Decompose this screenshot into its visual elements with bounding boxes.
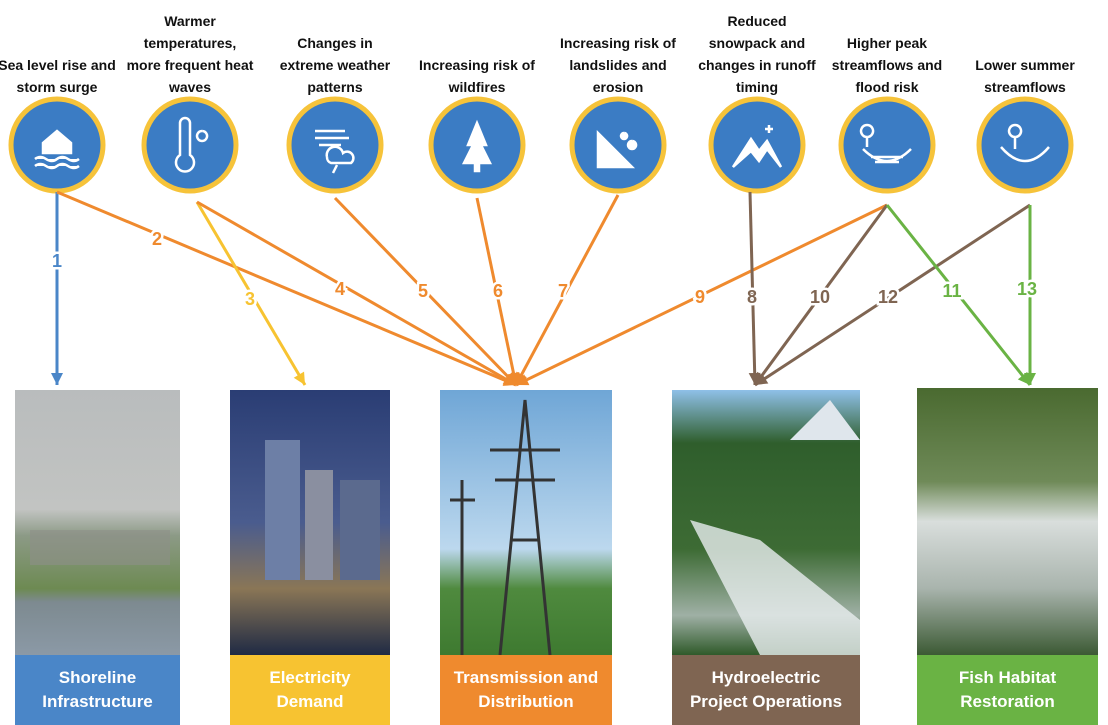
impact-icon	[708, 96, 806, 194]
link-number: 1	[52, 251, 62, 271]
link-number: 5	[418, 281, 428, 301]
link-line	[56, 190, 517, 387]
photo-detail	[790, 400, 860, 440]
icon-glyph	[174, 116, 209, 173]
link-line	[515, 203, 888, 387]
arrowhead	[293, 371, 305, 385]
link-number: 9	[695, 287, 705, 307]
link-line	[196, 200, 517, 387]
link-line	[885, 204, 1032, 386]
photo-detail	[340, 480, 380, 580]
link-number: 7	[558, 281, 568, 301]
link-line	[748, 191, 757, 386]
target-label: Transmission and Distribution	[440, 655, 612, 725]
links: 123 4 5 6 7 9 8 10 12 11 13	[49, 190, 1040, 387]
photo-detail	[30, 530, 170, 565]
arrowhead	[516, 374, 530, 386]
photo-river	[917, 388, 1098, 655]
icon-glyph	[859, 123, 912, 164]
impact-icon	[569, 96, 667, 194]
link-number: 2	[152, 229, 162, 249]
impact-icon	[976, 96, 1074, 194]
photo-shoreline	[15, 390, 180, 655]
photo-detail	[265, 440, 300, 580]
impact-label: Increasing risk of landslides and erosio…	[560, 35, 676, 95]
impact-label: Lower summer streamflows	[975, 57, 1075, 95]
link-line	[753, 204, 889, 386]
link-number: 3	[245, 289, 255, 309]
arrowhead	[1024, 373, 1036, 385]
arrowhead	[51, 373, 63, 385]
icon-glyph	[34, 129, 80, 170]
impact-label: Higher peak streamflows and flood risk	[831, 35, 943, 95]
impact-label: Sea level rise and storm surge	[0, 57, 116, 95]
target-label: Shoreline Infrastructure	[15, 655, 180, 725]
target-label: Fish Habitat Restoration	[917, 655, 1098, 725]
link-number: 11	[942, 281, 961, 301]
icon-glyph	[731, 125, 783, 168]
link-number: 12	[878, 287, 898, 307]
icon-glyph	[596, 129, 638, 169]
impact-label: Increasing risk of wildfires	[419, 57, 535, 95]
photos	[15, 388, 1098, 656]
photo-detail	[690, 520, 860, 655]
impact-icon	[838, 96, 936, 194]
icon-glyph	[315, 129, 355, 174]
link-line	[195, 201, 307, 386]
icon-glyph	[461, 119, 493, 173]
photo-towers	[440, 390, 612, 655]
photo-detail	[450, 399, 560, 656]
link-line	[514, 194, 620, 386]
link-number: 8	[747, 287, 757, 307]
link-line	[754, 203, 1031, 387]
link-number: 6	[493, 281, 503, 301]
photo-detail	[305, 470, 333, 580]
link-number: 13	[1017, 279, 1037, 299]
icon-glyph	[1000, 123, 1050, 163]
link-line	[333, 196, 518, 387]
impact-label: Changes in extreme weather patterns	[279, 35, 391, 95]
impact-label: Reduced snowpack and changes in runoff t…	[698, 13, 816, 95]
link-number: 4	[335, 279, 345, 299]
arrowhead	[755, 373, 769, 385]
target-label: Hydroelectric Project Operations	[672, 655, 860, 725]
impact-label: Warmer temperatures, more frequent heat …	[126, 13, 254, 95]
target-label: Electricity Demand	[230, 655, 390, 725]
link-line	[475, 197, 518, 386]
link-number: 10	[810, 287, 830, 307]
